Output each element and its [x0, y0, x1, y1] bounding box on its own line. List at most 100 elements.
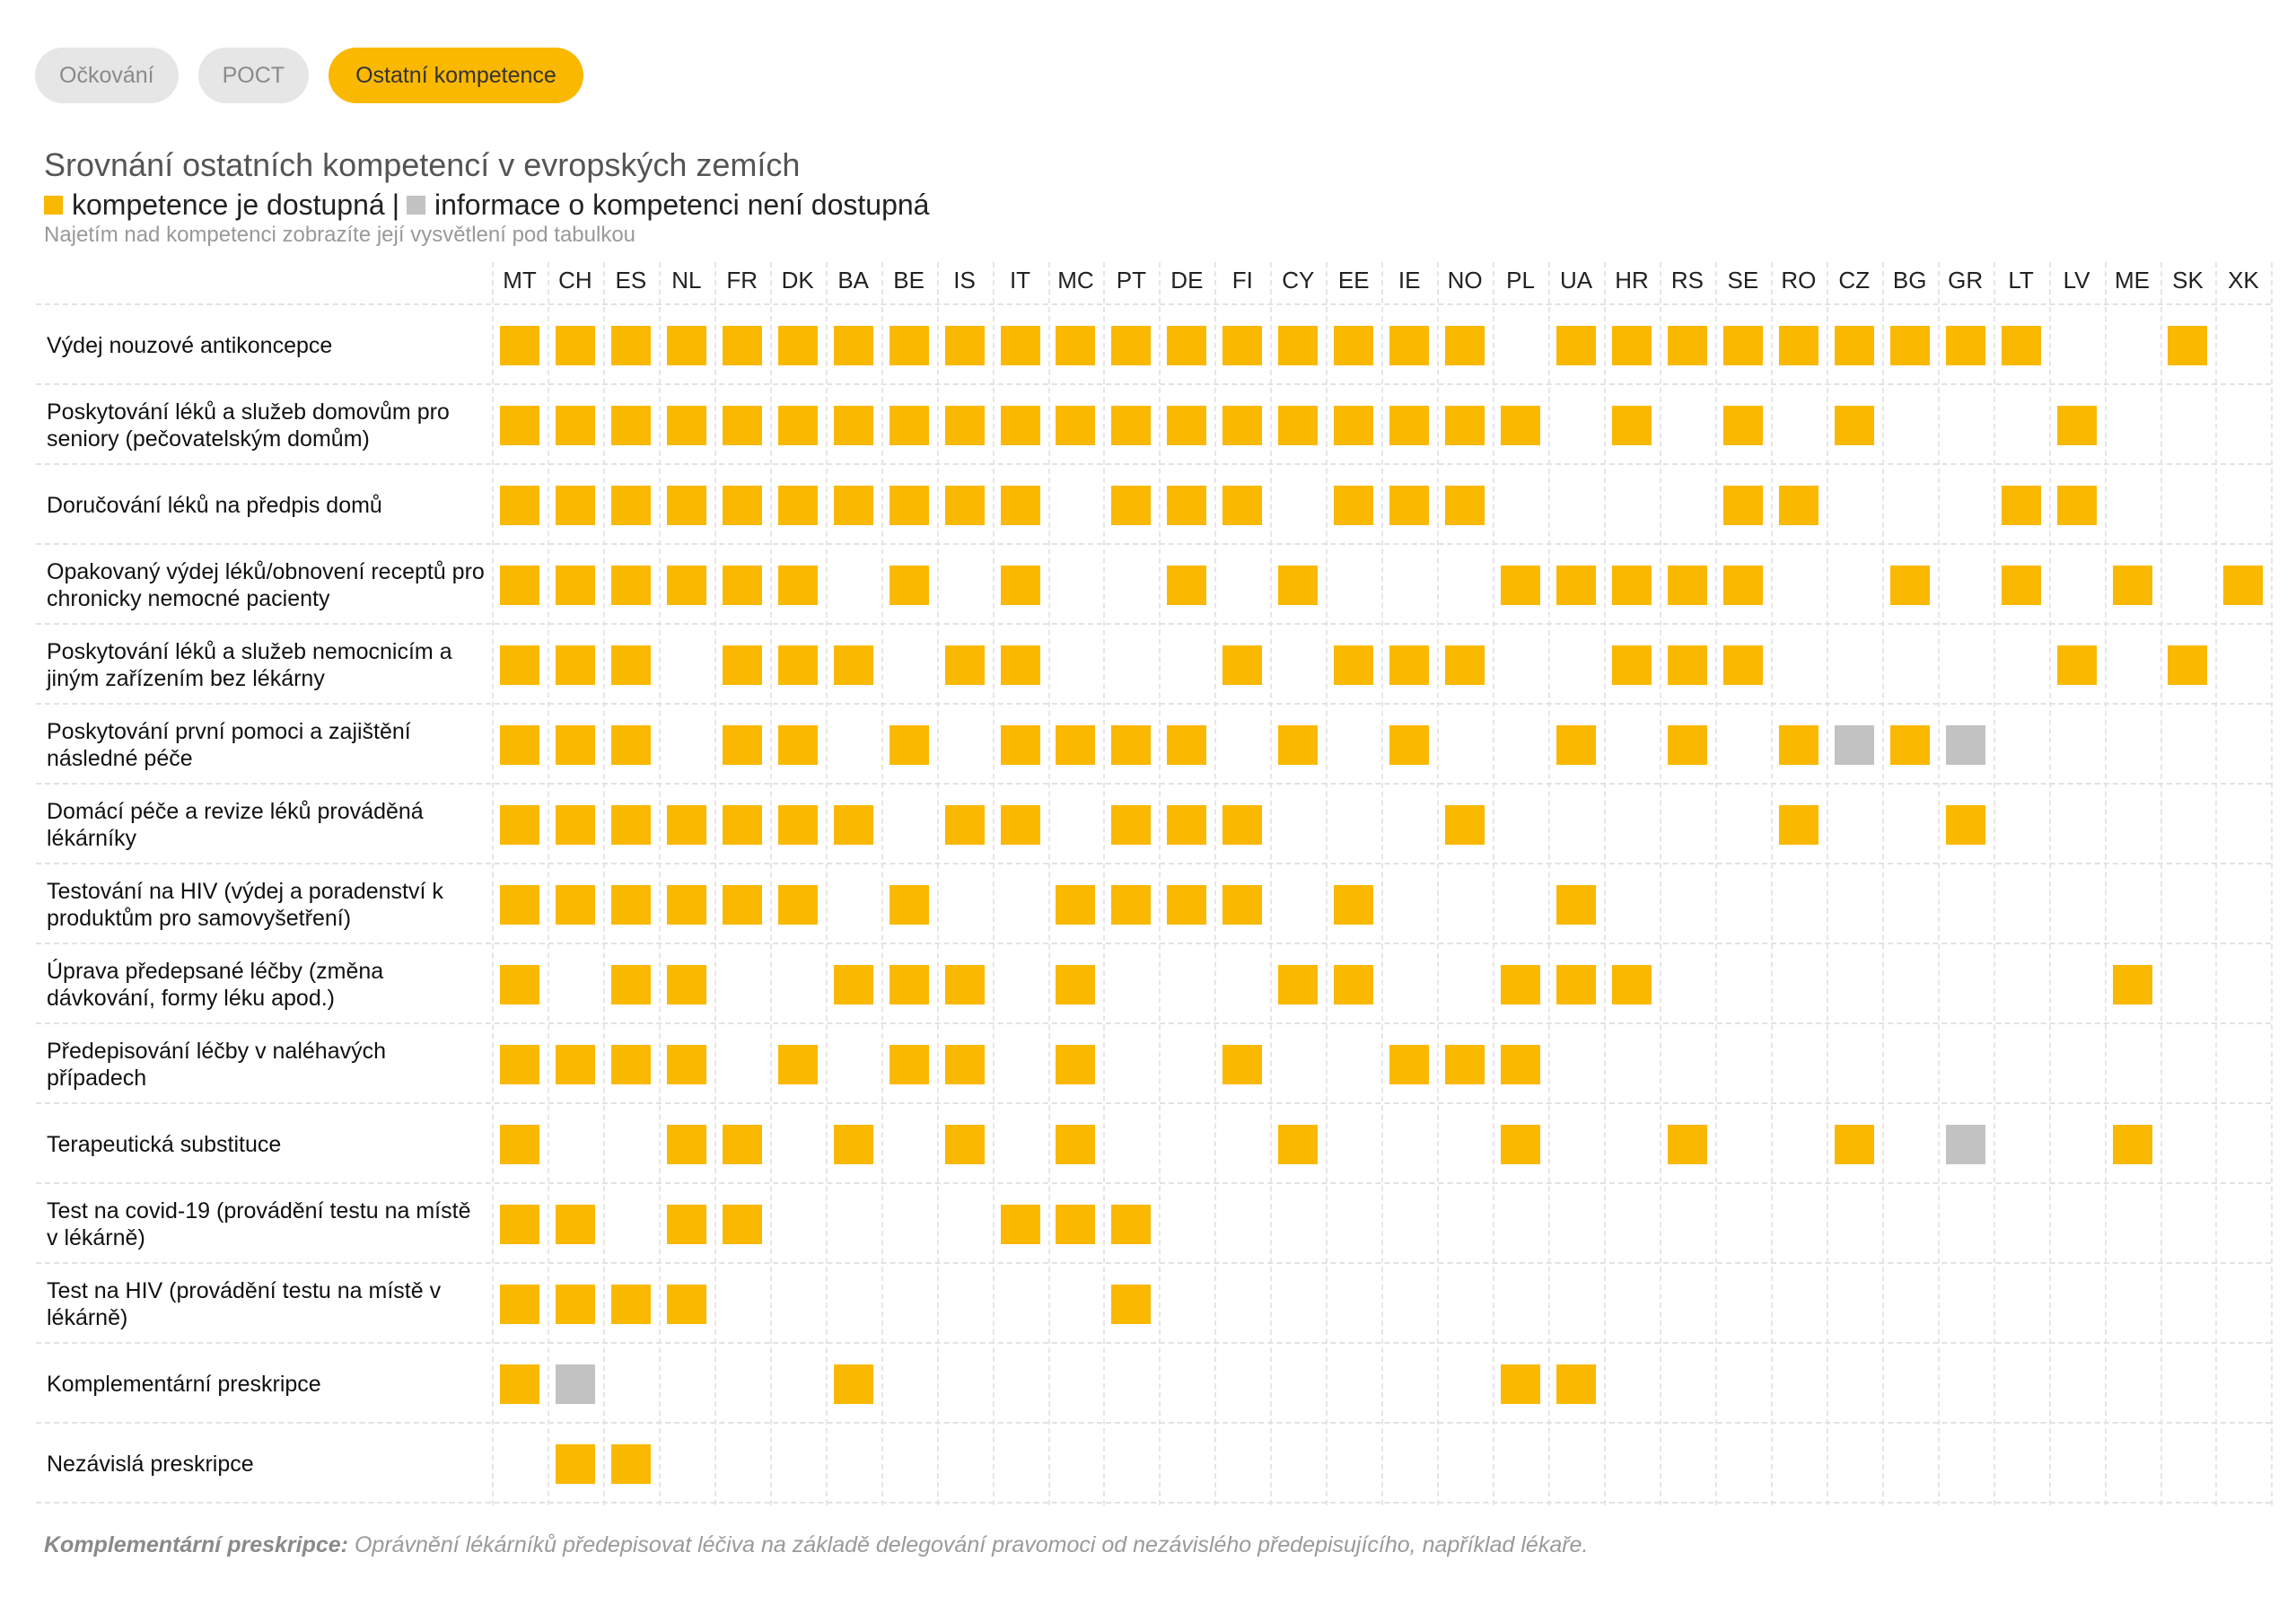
- competence-available-cell[interactable]: [666, 325, 706, 365]
- competence-available-cell[interactable]: [1278, 405, 1319, 445]
- competence-available-cell[interactable]: [944, 485, 985, 525]
- competence-available-cell[interactable]: [1334, 645, 1374, 685]
- competence-available-cell[interactable]: [666, 964, 706, 1004]
- competence-available-cell[interactable]: [944, 1124, 985, 1164]
- competence-available-cell[interactable]: [555, 724, 595, 765]
- competence-available-cell[interactable]: [610, 1284, 651, 1324]
- competence-available-cell[interactable]: [1056, 325, 1096, 365]
- competence-available-cell[interactable]: [1834, 405, 1874, 445]
- competence-available-cell[interactable]: [499, 1204, 539, 1244]
- competence-available-cell[interactable]: [666, 1044, 706, 1084]
- competence-available-cell[interactable]: [722, 325, 762, 365]
- competence-available-cell[interactable]: [889, 724, 929, 765]
- competence-available-cell[interactable]: [889, 1044, 929, 1084]
- competence-available-cell[interactable]: [1167, 405, 1207, 445]
- competence-available-cell[interactable]: [1389, 485, 1430, 525]
- competence-available-cell[interactable]: [610, 804, 651, 845]
- competence-available-cell[interactable]: [1278, 1124, 1319, 1164]
- competence-available-cell[interactable]: [944, 405, 985, 445]
- competence-available-cell[interactable]: [499, 325, 539, 365]
- competence-available-cell[interactable]: [499, 645, 539, 685]
- competence-available-cell[interactable]: [833, 485, 873, 525]
- competence-available-cell[interactable]: [1389, 325, 1430, 365]
- competence-available-cell[interactable]: [1778, 724, 1818, 765]
- competence-available-cell[interactable]: [1222, 325, 1263, 365]
- competence-available-cell[interactable]: [2001, 485, 2041, 525]
- competence-available-cell[interactable]: [1778, 325, 1818, 365]
- competence-available-cell[interactable]: [2056, 485, 2097, 525]
- competence-available-cell[interactable]: [777, 884, 818, 925]
- competence-available-cell[interactable]: [666, 1124, 706, 1164]
- competence-available-cell[interactable]: [1722, 485, 1763, 525]
- competence-available-cell[interactable]: [2056, 405, 2097, 445]
- competence-available-cell[interactable]: [1056, 1124, 1096, 1164]
- competence-available-cell[interactable]: [1000, 804, 1040, 845]
- competence-available-cell[interactable]: [1556, 325, 1597, 365]
- competence-available-cell[interactable]: [1389, 1044, 1430, 1084]
- competence-available-cell[interactable]: [944, 964, 985, 1004]
- competence-available-cell[interactable]: [1000, 645, 1040, 685]
- competence-available-cell[interactable]: [777, 565, 818, 605]
- competence-available-cell[interactable]: [1222, 884, 1263, 925]
- competence-available-cell[interactable]: [1056, 1044, 1096, 1084]
- competence-available-cell[interactable]: [1222, 804, 1263, 845]
- competence-available-cell[interactable]: [666, 485, 706, 525]
- competence-available-cell[interactable]: [1167, 724, 1207, 765]
- competence-available-cell[interactable]: [610, 724, 651, 765]
- competence-available-cell[interactable]: [1111, 884, 1152, 925]
- competence-label[interactable]: Testování na HIV (výdej a poradenství k …: [47, 878, 443, 931]
- competence-available-cell[interactable]: [1556, 884, 1597, 925]
- competence-available-cell[interactable]: [833, 804, 873, 845]
- competence-available-cell[interactable]: [610, 485, 651, 525]
- competence-available-cell[interactable]: [499, 565, 539, 605]
- competence-available-cell[interactable]: [1501, 565, 1541, 605]
- competence-available-cell[interactable]: [1501, 1124, 1541, 1164]
- competence-available-cell[interactable]: [1334, 405, 1374, 445]
- competence-label[interactable]: Komplementární preskripce: [47, 1371, 321, 1397]
- competence-available-cell[interactable]: [1334, 964, 1374, 1004]
- competence-available-cell[interactable]: [1389, 405, 1430, 445]
- competence-unknown-cell[interactable]: [555, 1364, 595, 1404]
- competence-label[interactable]: Poskytování léků a služeb domovům pro se…: [47, 399, 450, 452]
- competence-available-cell[interactable]: [1889, 724, 1930, 765]
- competence-available-cell[interactable]: [1056, 964, 1096, 1004]
- competence-available-cell[interactable]: [666, 1284, 706, 1324]
- competence-available-cell[interactable]: [666, 565, 706, 605]
- competence-available-cell[interactable]: [1611, 565, 1652, 605]
- competence-available-cell[interactable]: [555, 1443, 595, 1484]
- competence-available-cell[interactable]: [499, 1044, 539, 1084]
- competence-unknown-cell[interactable]: [1834, 724, 1874, 765]
- competence-available-cell[interactable]: [666, 804, 706, 845]
- competence-available-cell[interactable]: [666, 405, 706, 445]
- competence-label[interactable]: Doručování léků na předpis domů: [47, 492, 382, 518]
- competence-available-cell[interactable]: [610, 884, 651, 925]
- competence-available-cell[interactable]: [722, 804, 762, 845]
- competence-available-cell[interactable]: [555, 565, 595, 605]
- competence-available-cell[interactable]: [777, 804, 818, 845]
- competence-available-cell[interactable]: [1334, 485, 1374, 525]
- competence-available-cell[interactable]: [1167, 884, 1207, 925]
- competence-available-cell[interactable]: [610, 565, 651, 605]
- competence-available-cell[interactable]: [2056, 645, 2097, 685]
- competence-label[interactable]: Výdej nouzové antikoncepce: [47, 332, 333, 358]
- competence-available-cell[interactable]: [722, 724, 762, 765]
- competence-available-cell[interactable]: [1501, 1364, 1541, 1404]
- competence-available-cell[interactable]: [1056, 1204, 1096, 1244]
- competence-available-cell[interactable]: [1334, 884, 1374, 925]
- competence-available-cell[interactable]: [722, 645, 762, 685]
- competence-available-cell[interactable]: [1501, 405, 1541, 445]
- competence-available-cell[interactable]: [1278, 325, 1319, 365]
- competence-available-cell[interactable]: [1501, 1044, 1541, 1084]
- competence-label[interactable]: Poskytování léků a služeb nemocnicím a j…: [47, 638, 452, 691]
- competence-available-cell[interactable]: [1445, 405, 1485, 445]
- competence-available-cell[interactable]: [1778, 804, 1818, 845]
- competence-available-cell[interactable]: [1445, 645, 1485, 685]
- competence-available-cell[interactable]: [889, 964, 929, 1004]
- competence-available-cell[interactable]: [499, 964, 539, 1004]
- competence-available-cell[interactable]: [777, 485, 818, 525]
- competence-available-cell[interactable]: [1167, 804, 1207, 845]
- competence-available-cell[interactable]: [722, 565, 762, 605]
- tab-ostatni-kompetence[interactable]: Ostatní kompetence: [329, 48, 583, 103]
- competence-available-cell[interactable]: [1334, 325, 1374, 365]
- competence-available-cell[interactable]: [610, 1443, 651, 1484]
